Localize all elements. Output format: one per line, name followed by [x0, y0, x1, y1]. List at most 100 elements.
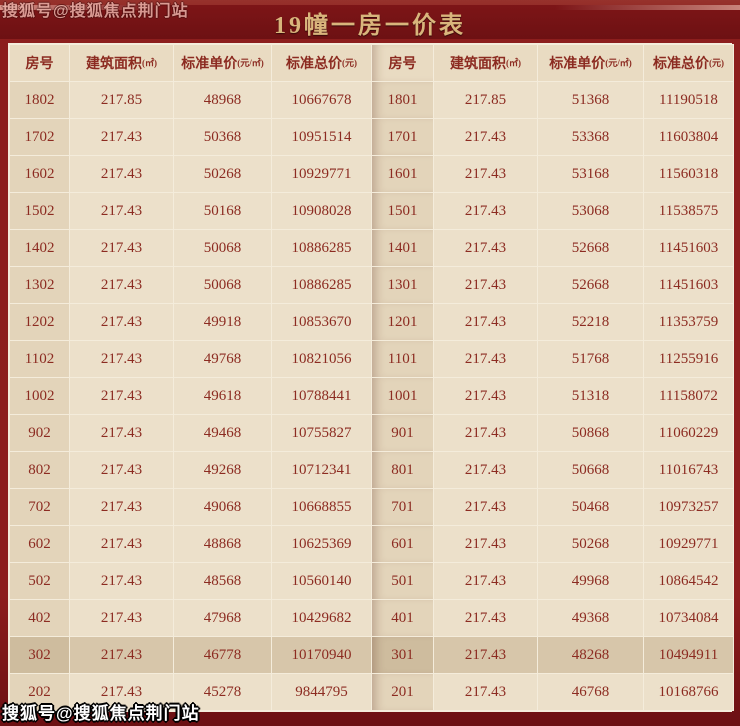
value-cell: 217.43: [69, 451, 174, 489]
value-cell: 10951514: [271, 118, 372, 156]
room-number-cell: 1202: [9, 303, 70, 341]
room-number-cell: 201: [371, 673, 434, 711]
value-cell: 10929771: [643, 525, 734, 563]
value-cell: 11016743: [643, 451, 734, 489]
value-cell: 50068: [173, 266, 272, 304]
value-cell: 217.43: [433, 377, 538, 415]
value-cell: 217.43: [433, 229, 538, 267]
value-cell: 53368: [537, 118, 644, 156]
table-row: 802 217.43 49268 10712341 801 217.43 50668 1101…: [9, 451, 734, 489]
value-cell: 50168: [173, 192, 272, 230]
value-cell: 50368: [173, 118, 272, 156]
table-row: 602 217.43 48868 10625369 601 217.43 50268 1092…: [9, 525, 734, 563]
value-cell: 48868: [173, 525, 272, 563]
value-cell: 49068: [173, 488, 272, 526]
value-cell: 11451603: [643, 229, 734, 267]
value-cell: 217.43: [433, 266, 538, 304]
value-cell: 217.85: [69, 81, 174, 119]
value-cell: 217.43: [69, 377, 174, 415]
value-cell: 10494911: [643, 636, 734, 674]
column-header-label: 标准单价: [181, 57, 238, 72]
table-row: 202 217.43 45278 9844795 201 217.43 46768 10168…: [9, 673, 734, 711]
room-number-cell: 601: [371, 525, 434, 563]
value-cell: 217.43: [69, 303, 174, 341]
value-cell: 49768: [173, 340, 272, 378]
value-cell: 10929771: [271, 155, 372, 193]
value-cell: 49268: [173, 451, 272, 489]
title-bar: 19幢一房一价表: [0, 5, 740, 39]
value-cell: 217.43: [433, 636, 538, 674]
value-cell: 217.43: [433, 118, 538, 156]
value-cell: 10908028: [271, 192, 372, 230]
column-header-label: 房号: [388, 57, 417, 72]
page-title: 19幢一房一价表: [274, 12, 466, 39]
value-cell: 217.43: [69, 488, 174, 526]
price-table-body: 1802 217.85 48968 10667678 1801 217.85 51368 11…: [9, 81, 734, 711]
value-cell: 11158072: [643, 377, 734, 415]
room-number-cell: 1301: [371, 266, 434, 304]
value-cell: 217.43: [433, 303, 538, 341]
column-header-unit: (元/㎡): [237, 58, 264, 68]
watermark: 搜狐号@搜狐焦点荆门站: [2, 704, 200, 723]
table-row: 702 217.43 49068 10668855 701 217.43 50468 1097…: [9, 488, 734, 526]
value-cell: 217.43: [69, 266, 174, 304]
value-cell: 53068: [537, 192, 644, 230]
room-number-cell: 801: [371, 451, 434, 489]
value-cell: 217.43: [433, 340, 538, 378]
value-cell: 11353759: [643, 303, 734, 341]
room-number-cell: 502: [9, 562, 70, 600]
table-row: 1502 217.43 50168 10908028 1501 217.43 53068 11…: [9, 192, 734, 230]
value-cell: 11560318: [643, 155, 734, 193]
column-header-unit: (元): [709, 58, 724, 68]
value-cell: 46778: [173, 636, 272, 674]
value-cell: 50468: [537, 488, 644, 526]
value-cell: 11603804: [643, 118, 734, 156]
room-number-cell: 401: [371, 599, 434, 637]
column-header: 建筑面积(㎡): [69, 44, 174, 82]
table-row: 1102 217.43 49768 10821056 1101 217.43 51768 11…: [9, 340, 734, 378]
value-cell: 52218: [537, 303, 644, 341]
value-cell: 52668: [537, 229, 644, 267]
table-row: 1802 217.85 48968 10667678 1801 217.85 51368 11…: [9, 81, 734, 119]
room-number-cell: 1001: [371, 377, 434, 415]
table-row: 502 217.43 48568 10560140 501 217.43 49968 1086…: [9, 562, 734, 600]
value-cell: 217.43: [433, 451, 538, 489]
value-cell: 217.43: [69, 414, 174, 452]
table-row: 1002 217.43 49618 10788441 1001 217.43 51318 11…: [9, 377, 734, 415]
room-number-cell: 1801: [371, 81, 434, 119]
column-header: 标准单价(元/㎡): [537, 44, 644, 82]
value-cell: 45278: [173, 673, 272, 711]
value-cell: 217.43: [433, 192, 538, 230]
value-cell: 217.43: [69, 155, 174, 193]
value-cell: 49968: [537, 562, 644, 600]
column-header-label: 标准总价: [653, 57, 709, 72]
table-row: 1302 217.43 50068 10886285 1301 217.43 52668 11…: [9, 266, 734, 304]
value-cell: 10755827: [271, 414, 372, 452]
value-cell: 50268: [173, 155, 272, 193]
room-number-cell: 202: [9, 673, 70, 711]
room-number-cell: 301: [371, 636, 434, 674]
value-cell: 11538575: [643, 192, 734, 230]
column-header: 标准单价(元/㎡): [173, 44, 272, 82]
room-number-cell: 402: [9, 599, 70, 637]
value-cell: 217.43: [433, 155, 538, 193]
room-number-cell: 1102: [9, 340, 70, 378]
value-cell: 48968: [173, 81, 272, 119]
column-header: 房号: [371, 44, 434, 82]
value-cell: 10886285: [271, 266, 372, 304]
value-cell: 51368: [537, 81, 644, 119]
value-cell: 217.43: [433, 525, 538, 563]
value-cell: 51318: [537, 377, 644, 415]
value-cell: 10625369: [271, 525, 372, 563]
room-number-cell: 302: [9, 636, 70, 674]
table-row: 1202 217.43 49918 10853670 1201 217.43 52218 11…: [9, 303, 734, 341]
table-row: 302 217.43 46778 10170940 301 217.43 48268 1049…: [9, 636, 734, 674]
value-cell: 217.43: [69, 673, 174, 711]
room-number-cell: 1602: [9, 155, 70, 193]
room-number-cell: 1501: [371, 192, 434, 230]
value-cell: 47968: [173, 599, 272, 637]
value-cell: 10429682: [271, 599, 372, 637]
room-number-cell: 1601: [371, 155, 434, 193]
room-number-cell: 1402: [9, 229, 70, 267]
value-cell: 48568: [173, 562, 272, 600]
